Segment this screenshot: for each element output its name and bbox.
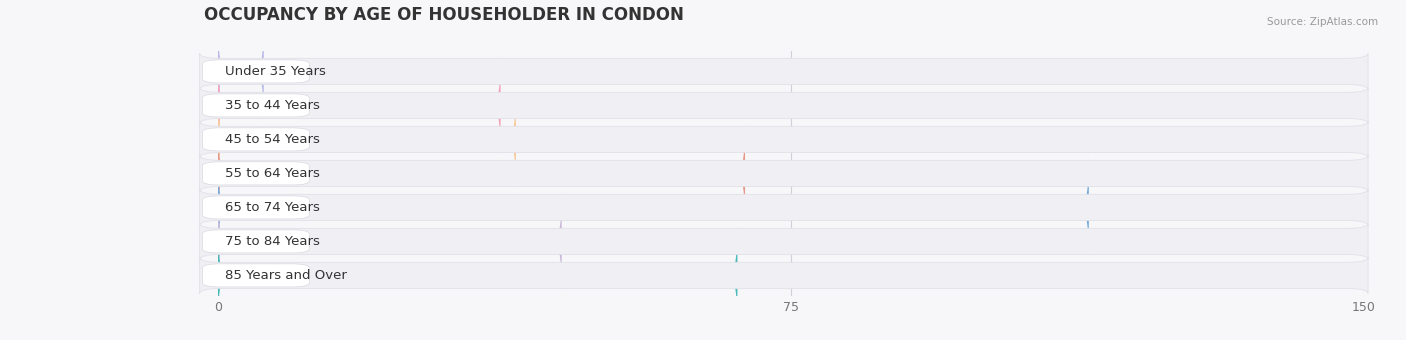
FancyBboxPatch shape <box>218 224 737 326</box>
Text: 68: 68 <box>752 269 769 282</box>
FancyBboxPatch shape <box>218 54 501 156</box>
Text: 55 to 64 Years: 55 to 64 Years <box>225 167 319 180</box>
Text: 45: 45 <box>576 235 593 248</box>
Text: 39: 39 <box>531 133 547 146</box>
Text: 37: 37 <box>516 99 531 112</box>
Text: 45 to 54 Years: 45 to 54 Years <box>225 133 319 146</box>
Text: 85 Years and Over: 85 Years and Over <box>225 269 347 282</box>
Text: OCCUPANCY BY AGE OF HOUSEHOLDER IN CONDON: OCCUPANCY BY AGE OF HOUSEHOLDER IN CONDO… <box>204 6 683 24</box>
Text: 114: 114 <box>1053 201 1077 214</box>
Text: Under 35 Years: Under 35 Years <box>225 65 326 78</box>
FancyBboxPatch shape <box>218 88 516 190</box>
Text: 75 to 84 Years: 75 to 84 Years <box>225 235 319 248</box>
FancyBboxPatch shape <box>218 190 562 292</box>
FancyBboxPatch shape <box>218 20 264 122</box>
Text: 69: 69 <box>761 167 776 180</box>
FancyBboxPatch shape <box>218 122 745 224</box>
FancyBboxPatch shape <box>218 156 1088 258</box>
Text: 35 to 44 Years: 35 to 44 Years <box>225 99 319 112</box>
Text: 65 to 74 Years: 65 to 74 Years <box>225 201 319 214</box>
Text: 6: 6 <box>278 65 287 78</box>
Text: Source: ZipAtlas.com: Source: ZipAtlas.com <box>1267 17 1378 27</box>
